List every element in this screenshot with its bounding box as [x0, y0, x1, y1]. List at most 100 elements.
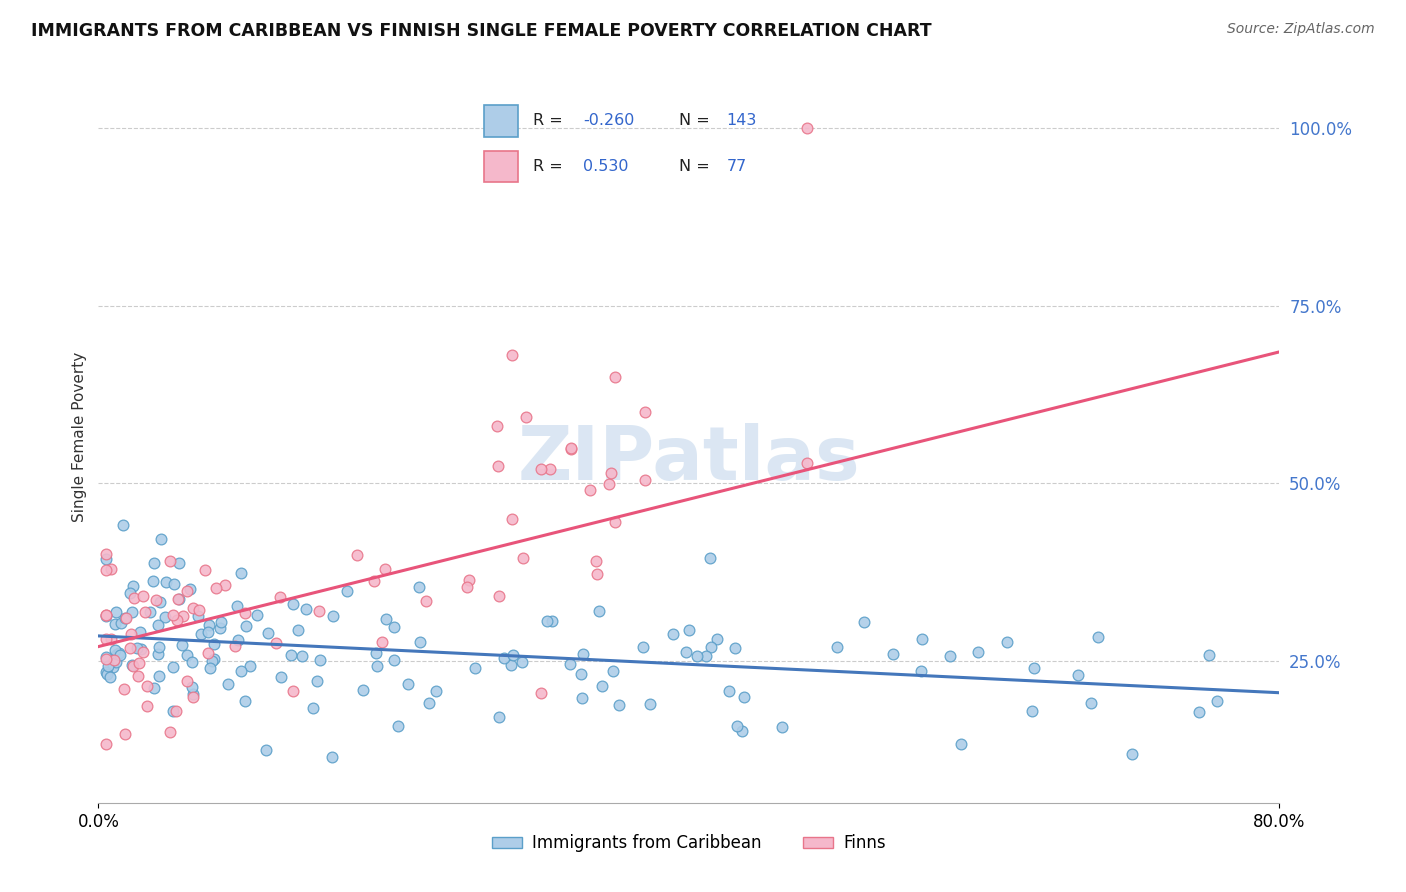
Point	[107, 647, 129, 661]
Point	[162, 704, 184, 718]
Legend: Immigrants from Caribbean, Finns: Immigrants from Caribbean, Finns	[485, 828, 893, 859]
Point	[226, 599, 249, 613]
Point	[246, 607, 269, 622]
Point	[540, 614, 562, 628]
Point	[114, 611, 136, 625]
Point	[706, 632, 728, 647]
Point	[162, 608, 184, 623]
Point	[145, 593, 167, 607]
Point	[995, 634, 1018, 648]
Point	[94, 632, 117, 646]
Point	[149, 533, 172, 547]
Point	[226, 632, 249, 647]
Point	[233, 606, 256, 620]
Point	[190, 627, 212, 641]
Point	[418, 696, 440, 710]
Point	[796, 456, 818, 470]
Point	[1021, 704, 1043, 718]
Point	[148, 640, 170, 654]
Point	[486, 419, 509, 434]
Point	[695, 649, 717, 664]
Point	[796, 121, 818, 136]
Point	[501, 657, 523, 672]
Point	[115, 611, 138, 625]
Point	[94, 665, 117, 679]
Point	[371, 635, 394, 649]
Point	[538, 461, 561, 475]
Point	[201, 654, 224, 668]
Point	[731, 724, 754, 739]
Point	[135, 698, 157, 713]
Point	[197, 625, 219, 640]
Point	[882, 647, 904, 661]
Point	[598, 477, 620, 491]
Point	[110, 648, 132, 662]
Point	[104, 642, 127, 657]
Point	[110, 616, 132, 631]
Point	[700, 640, 723, 654]
Text: ZIPatlas: ZIPatlas	[517, 423, 860, 496]
Point	[910, 665, 932, 679]
Text: IMMIGRANTS FROM CARIBBEAN VS FINNISH SINGLE FEMALE POVERTY CORRELATION CHART: IMMIGRANTS FROM CARIBBEAN VS FINNISH SIN…	[31, 22, 932, 40]
Point	[155, 575, 177, 590]
Point	[163, 577, 186, 591]
Point	[585, 554, 607, 568]
Point	[131, 641, 153, 656]
Point	[149, 595, 172, 609]
Point	[699, 551, 721, 566]
Point	[1080, 696, 1102, 710]
Point	[165, 704, 187, 718]
Point	[194, 563, 217, 577]
Point	[322, 609, 344, 624]
Point	[257, 625, 280, 640]
Point	[176, 648, 198, 662]
Point	[605, 515, 627, 529]
Point	[103, 652, 125, 666]
Point	[579, 483, 602, 498]
Point	[181, 601, 204, 615]
Point	[510, 655, 533, 669]
Point	[269, 590, 291, 604]
Point	[415, 594, 437, 608]
Point	[179, 582, 201, 596]
Point	[122, 579, 145, 593]
Point	[214, 578, 236, 592]
Point	[457, 581, 479, 595]
Point	[181, 690, 204, 704]
Point	[607, 698, 630, 712]
Point	[167, 556, 190, 570]
Point	[515, 410, 537, 425]
Point	[560, 441, 582, 455]
Point	[502, 648, 524, 663]
Point	[122, 658, 145, 673]
Point	[128, 656, 150, 670]
Point	[162, 660, 184, 674]
Point	[100, 562, 122, 576]
Point	[94, 652, 117, 666]
Point	[488, 459, 510, 474]
Point	[100, 632, 122, 646]
Point	[967, 645, 990, 659]
Point	[146, 647, 169, 661]
Point	[94, 563, 117, 577]
Point	[105, 605, 128, 619]
Point	[492, 651, 515, 665]
Point	[374, 562, 396, 576]
Point	[200, 661, 222, 675]
Point	[224, 639, 246, 653]
Point	[127, 668, 149, 682]
Point	[188, 603, 211, 617]
Point	[294, 601, 316, 615]
Point	[352, 682, 374, 697]
Point	[678, 624, 700, 638]
Point	[530, 686, 553, 700]
Point	[530, 462, 553, 476]
Point	[143, 556, 166, 570]
Point	[167, 592, 190, 607]
Point	[558, 657, 581, 671]
Point	[231, 566, 253, 581]
Point	[309, 653, 332, 667]
Point	[98, 670, 121, 684]
Point	[662, 627, 685, 641]
Point	[104, 616, 127, 631]
